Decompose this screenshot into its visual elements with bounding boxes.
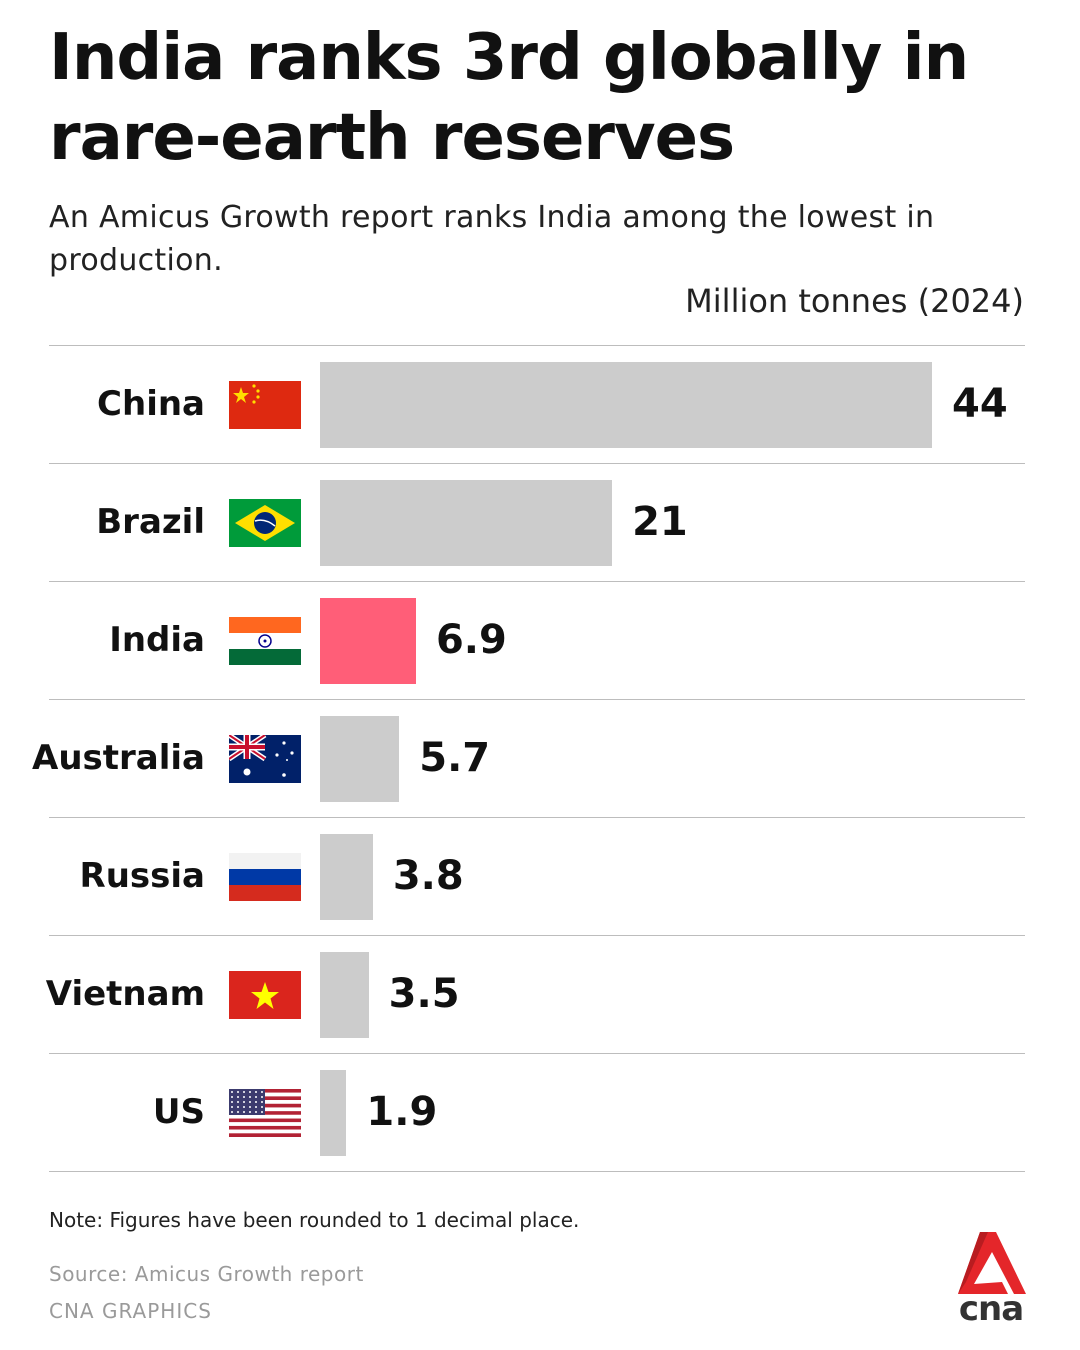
brazil-flag-icon	[229, 499, 301, 547]
credit: CNA GRAPHICS	[49, 1299, 212, 1323]
us-flag-icon	[229, 1089, 301, 1137]
category-label: Russia	[79, 856, 205, 896]
category-label: India	[109, 620, 205, 660]
value-label: 5.7	[419, 735, 491, 781]
bar	[320, 362, 932, 448]
bar-chart: China 44 Brazil 21 India 6.9 Australia 5.7 Russi…	[32, 345, 1025, 1172]
value-label: 1.9	[366, 1089, 438, 1135]
bar	[320, 834, 373, 920]
value-label: 3.5	[388, 971, 460, 1017]
note: Note: Figures have been rounded to 1 dec…	[49, 1208, 580, 1232]
bar	[320, 598, 416, 684]
india-flag-icon	[229, 617, 301, 665]
russia-flag-icon	[229, 853, 301, 901]
value-label: 21	[632, 499, 688, 545]
category-label: Vietnam	[45, 974, 205, 1014]
value-label: 6.9	[435, 617, 507, 663]
unit-label: Million tonnes (2024)	[685, 282, 1024, 320]
category-label: China	[97, 384, 205, 424]
category-label: US	[152, 1092, 205, 1132]
category-label: Brazil	[96, 502, 205, 542]
chart-row: Australia 5.7	[32, 699, 1025, 817]
bar	[320, 480, 613, 566]
chart-title: India ranks 3rd globally in rare-earth r…	[49, 21, 969, 175]
chart-row: Vietnam 3.5	[45, 935, 1025, 1053]
chart-row: Brazil 21	[49, 463, 1025, 581]
vietnam-flag-icon	[229, 971, 301, 1019]
bar	[320, 1070, 347, 1156]
bar	[320, 952, 369, 1038]
china-flag-icon	[229, 381, 301, 429]
chart-row: Russia 3.8	[49, 817, 1025, 935]
chart-row: China 44	[49, 345, 1025, 463]
chart-row: India 6.9	[49, 581, 1025, 699]
source: Source: Amicus Growth report	[49, 1262, 364, 1286]
value-label: 44	[952, 381, 1008, 427]
chart-row: US 1.9	[49, 1053, 1025, 1172]
chart-subtitle: An Amicus Growth report ranks India amon…	[49, 200, 935, 278]
svg-text:cna: cna	[959, 1289, 1023, 1324]
cna-logo: cna	[958, 1232, 1026, 1324]
category-label: Australia	[32, 738, 205, 778]
value-label: 3.8	[392, 853, 464, 899]
bar	[320, 716, 400, 802]
australia-flag-icon	[229, 735, 301, 783]
